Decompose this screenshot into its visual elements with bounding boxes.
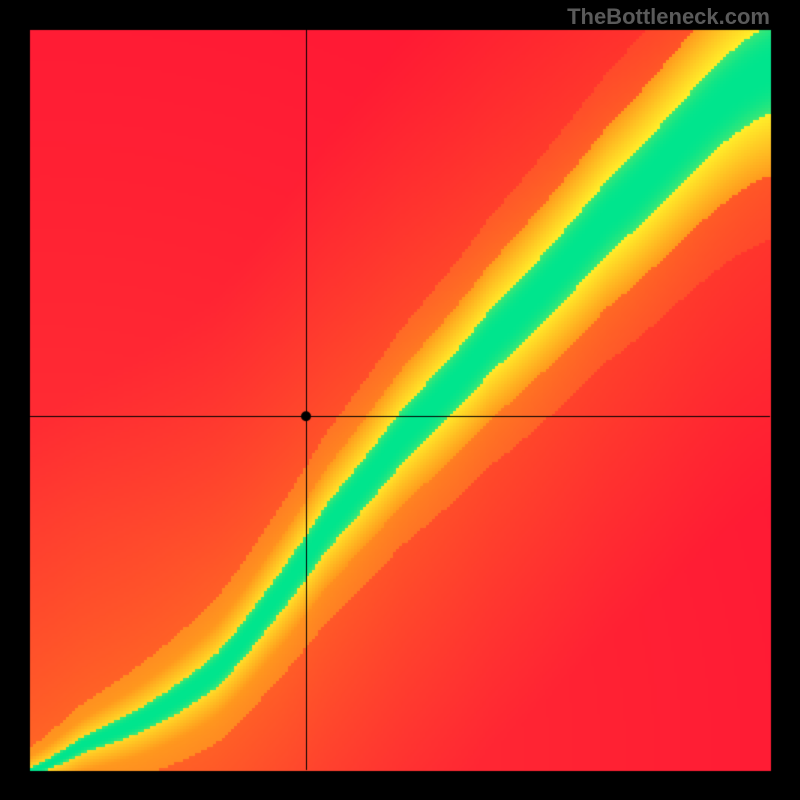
- bottleneck-heatmap: [0, 0, 800, 800]
- watermark-text: TheBottleneck.com: [567, 4, 770, 30]
